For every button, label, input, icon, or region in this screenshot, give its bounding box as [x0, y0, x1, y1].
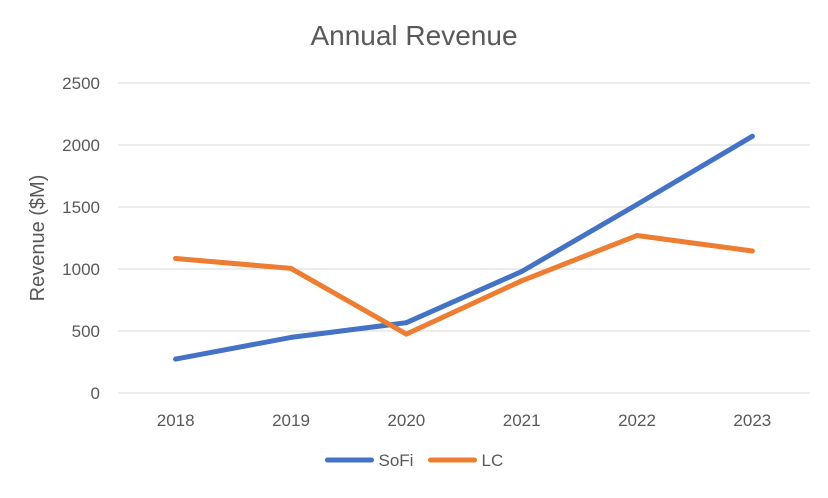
data-point-lc-2018	[173, 255, 179, 261]
data-point-lc-2023	[749, 248, 755, 254]
series-line-lc	[173, 233, 755, 337]
legend: SoFi LC	[325, 451, 504, 470]
data-point-sofi-2018	[173, 356, 179, 362]
y-tick-label: 2500	[62, 74, 100, 93]
data-point-sofi-2019	[288, 334, 294, 340]
data-point-lc-2021	[519, 278, 525, 284]
y-tick-label: 1000	[62, 260, 100, 279]
y-tick-label: 0	[91, 384, 100, 403]
data-point-sofi-2022	[634, 202, 640, 208]
legend-item-lc: LC	[428, 451, 504, 470]
data-point-sofi-2020	[403, 320, 409, 326]
x-tick-label: 2019	[272, 411, 310, 430]
y-axis-ticks: 0 500 1000 1500 2000 2500	[62, 74, 100, 403]
x-tick-label: 2018	[157, 411, 195, 430]
x-tick-label: 2023	[733, 411, 771, 430]
y-tick-label: 2000	[62, 136, 100, 155]
data-point-lc-2020	[403, 331, 409, 337]
legend-label: LC	[482, 451, 504, 470]
series-lines	[173, 133, 755, 362]
legend-label: SoFi	[379, 451, 414, 470]
legend-item-sofi: SoFi	[325, 451, 414, 470]
x-tick-label: 2021	[503, 411, 541, 430]
data-point-sofi-2023	[749, 133, 755, 139]
y-tick-label: 1500	[62, 198, 100, 217]
y-axis-label: Revenue ($M)	[27, 175, 49, 302]
data-point-lc-2022	[634, 233, 640, 239]
gridlines	[118, 82, 810, 394]
x-axis-ticks: 2018 2019 2020 2021 2022 2023	[157, 411, 771, 430]
x-tick-label: 2020	[387, 411, 425, 430]
chart-title: Annual Revenue	[310, 20, 517, 51]
data-point-lc-2019	[288, 265, 294, 271]
series-line-sofi	[173, 133, 755, 362]
x-tick-label: 2022	[618, 411, 656, 430]
data-point-sofi-2021	[519, 268, 525, 274]
y-tick-label: 500	[72, 322, 100, 341]
